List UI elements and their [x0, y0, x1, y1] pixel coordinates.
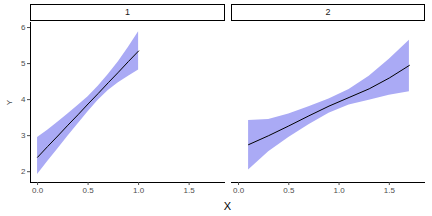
- svg-text:1.0: 1.0: [333, 186, 345, 195]
- html-text:1: 1: [125, 7, 130, 17]
- svg-text:1.0: 1.0: [133, 186, 145, 195]
- svg-text:1.5: 1.5: [384, 186, 396, 195]
- svg-text:4: 4: [21, 95, 26, 104]
- svg-text:0.0: 0.0: [32, 186, 44, 195]
- svg-text:5: 5: [21, 59, 26, 68]
- svg-text:Y: Y: [5, 99, 14, 105]
- svg-text:3: 3: [21, 131, 26, 140]
- svg-text:1.5: 1.5: [184, 186, 196, 195]
- html-text:2: 2: [325, 7, 331, 17]
- svg-text:0.5: 0.5: [283, 186, 295, 195]
- svg-text:6: 6: [21, 23, 26, 32]
- html-text:X: X: [223, 200, 232, 212]
- svg-text:2: 2: [21, 167, 26, 176]
- svg-text:0.5: 0.5: [83, 186, 95, 195]
- svg-text:0.0: 0.0: [233, 186, 245, 195]
